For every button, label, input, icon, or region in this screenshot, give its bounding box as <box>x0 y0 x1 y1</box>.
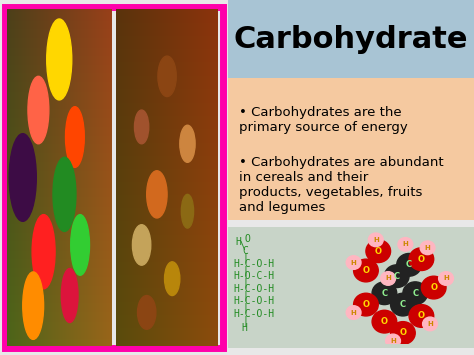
Text: • Carbohydrates are the
primary source of energy: • Carbohydrates are the primary source o… <box>239 106 408 135</box>
Circle shape <box>409 248 434 271</box>
Text: H: H <box>241 323 247 333</box>
Circle shape <box>381 272 395 285</box>
Circle shape <box>391 293 415 316</box>
Text: C: C <box>406 260 412 269</box>
Circle shape <box>71 214 90 275</box>
Circle shape <box>372 310 397 333</box>
Ellipse shape <box>147 171 167 218</box>
Text: C: C <box>412 289 418 298</box>
Circle shape <box>354 293 378 316</box>
Circle shape <box>386 334 401 348</box>
Text: O: O <box>418 311 425 321</box>
Text: H-C-O-H: H-C-O-H <box>233 309 274 319</box>
Text: O: O <box>363 266 369 275</box>
Circle shape <box>384 265 409 288</box>
Bar <box>228 0 474 78</box>
Text: |: | <box>242 290 248 301</box>
Circle shape <box>346 256 361 269</box>
Bar <box>228 78 474 220</box>
Circle shape <box>403 282 428 305</box>
Text: O: O <box>381 317 388 326</box>
Ellipse shape <box>137 295 156 329</box>
Circle shape <box>47 19 72 100</box>
Circle shape <box>354 259 378 282</box>
Text: O: O <box>430 283 437 292</box>
Text: C: C <box>400 300 406 309</box>
Circle shape <box>398 237 413 251</box>
Text: H: H <box>402 241 408 247</box>
Text: H: H <box>425 245 430 251</box>
Circle shape <box>23 272 44 339</box>
Circle shape <box>409 305 434 327</box>
Ellipse shape <box>158 56 176 97</box>
Text: H-C-O-H: H-C-O-H <box>233 259 274 269</box>
Text: H: H <box>351 260 356 266</box>
Circle shape <box>9 133 36 222</box>
Text: O: O <box>400 328 406 338</box>
Text: Carbohydrate: Carbohydrate <box>234 24 468 54</box>
Circle shape <box>420 241 435 255</box>
Circle shape <box>28 76 49 144</box>
Ellipse shape <box>132 225 151 265</box>
Text: O: O <box>375 247 382 256</box>
Circle shape <box>53 157 76 231</box>
Text: • Carbohydrates are abundant
in cereals and their
products, vegetables, fruits
a: • Carbohydrates are abundant in cereals … <box>239 156 444 214</box>
Text: H: H <box>373 237 379 243</box>
Circle shape <box>346 306 361 320</box>
Text: H: H <box>351 310 356 316</box>
Circle shape <box>372 282 397 305</box>
Circle shape <box>61 268 78 322</box>
Text: H: H <box>443 275 449 282</box>
Circle shape <box>65 106 84 167</box>
Ellipse shape <box>164 262 180 295</box>
Ellipse shape <box>182 194 193 228</box>
Text: C: C <box>394 272 400 281</box>
Text: C: C <box>242 246 248 256</box>
Text: |: | <box>242 278 248 288</box>
Text: O: O <box>245 234 251 244</box>
Text: C: C <box>382 289 387 298</box>
Circle shape <box>397 253 421 276</box>
Text: O: O <box>363 300 369 309</box>
Text: |: | <box>242 265 248 276</box>
Circle shape <box>368 233 383 247</box>
Text: \: \ <box>239 241 246 251</box>
Ellipse shape <box>180 125 195 162</box>
Text: |: | <box>242 315 248 326</box>
Circle shape <box>391 322 415 344</box>
Text: |: | <box>242 253 248 263</box>
Text: H-O-C-H: H-O-C-H <box>233 271 274 281</box>
Text: H: H <box>385 275 391 282</box>
Circle shape <box>438 272 454 285</box>
Text: |: | <box>242 303 248 313</box>
Ellipse shape <box>135 110 149 144</box>
Circle shape <box>423 317 438 331</box>
Text: H-C-O-H: H-C-O-H <box>233 284 274 294</box>
Circle shape <box>366 240 391 263</box>
Circle shape <box>421 276 446 299</box>
Circle shape <box>32 214 55 289</box>
Text: H-C-O-H: H-C-O-H <box>233 296 274 306</box>
Text: H: H <box>427 321 433 327</box>
Bar <box>5 7 223 348</box>
Text: H: H <box>236 237 241 247</box>
Bar <box>228 227 474 348</box>
Text: O: O <box>418 255 425 264</box>
Text: H: H <box>390 338 396 344</box>
